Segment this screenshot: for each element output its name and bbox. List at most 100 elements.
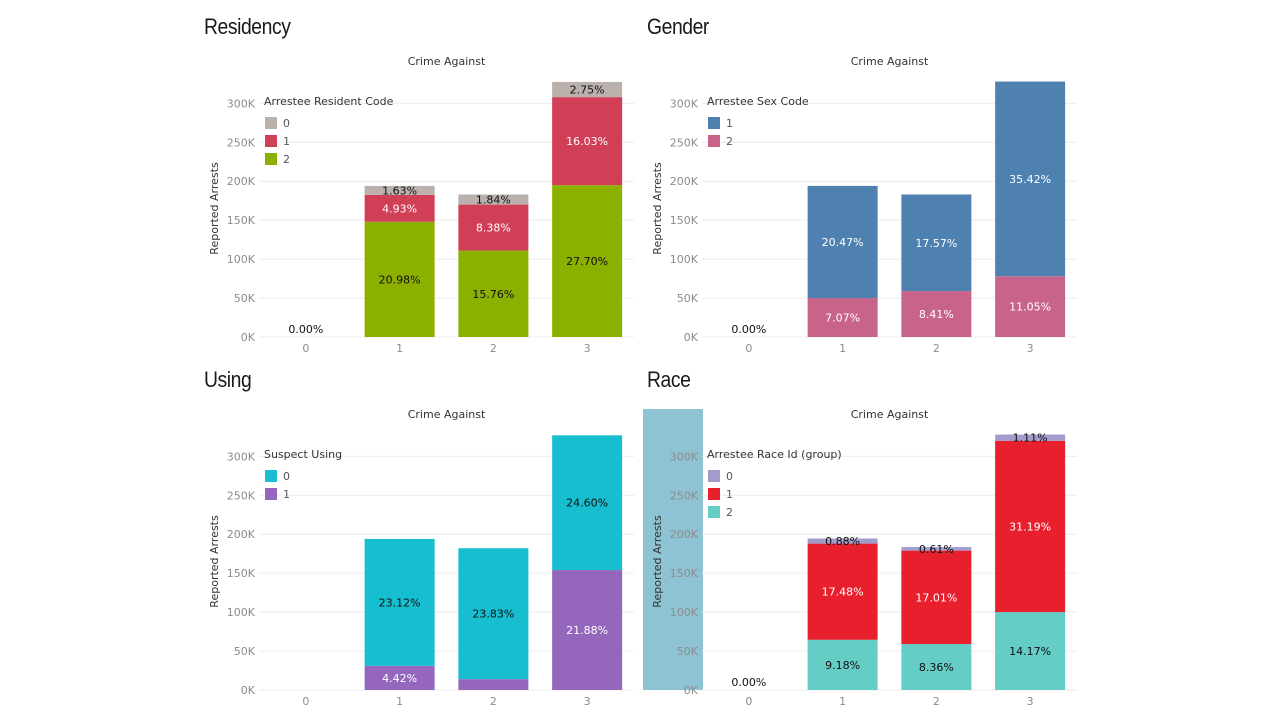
y-tick-label: 150K	[227, 214, 256, 227]
y-tick-label: 200K	[227, 528, 256, 541]
residency-panel: Residency Crime Against 0K 50K 100K 150K 200K…	[204, 14, 644, 366]
data-label-1-2: 17.01%	[915, 591, 957, 604]
legend-swatch-2[interactable]	[265, 153, 277, 165]
legend-label-1: 1	[726, 488, 733, 501]
y-tick-label: 0K	[684, 684, 699, 697]
bar-segment-2-3[interactable]	[552, 185, 623, 337]
bar-segment-0-2[interactable]	[901, 547, 972, 551]
y-tick-label: 300K	[227, 450, 256, 463]
bar-segment-0-3[interactable]	[552, 81, 623, 98]
bar-segment-0-1[interactable]	[364, 185, 435, 195]
legend-title: Arrestee Race Id (group)	[707, 448, 842, 461]
data-label-1-1: 4.93%	[382, 202, 417, 215]
data-label-2-3: 14.17%	[1009, 645, 1051, 658]
x-tick-label: 3	[1027, 342, 1034, 355]
y-tick-label: 300K	[227, 97, 256, 110]
y-tick-label: 250K	[227, 489, 256, 502]
legend-label-1: 1	[283, 488, 290, 501]
legend-label-0: 0	[726, 470, 733, 483]
data-label-2-3: 11.05%	[1009, 301, 1051, 314]
data-label-0-3: 24.60%	[566, 497, 608, 510]
bar-segment-1-3[interactable]	[995, 440, 1066, 613]
data-label-2-2: 8.36%	[919, 661, 954, 674]
gender-title: Gender	[647, 14, 709, 39]
x-tick-label: 2	[933, 695, 940, 708]
legend-label-1: 1	[283, 135, 290, 148]
bar-segment-1-2[interactable]	[458, 679, 529, 690]
bar-segment-1-3[interactable]	[995, 81, 1066, 277]
chart-subtitle: Crime Against	[408, 55, 486, 68]
bar-segment-1-1[interactable]	[807, 543, 878, 640]
legend-label-0: 0	[283, 470, 290, 483]
y-axis-label: Reported Arrests	[651, 162, 664, 255]
data-label-0-2: 23.83%	[472, 608, 514, 621]
y-axis-label: Reported Arrests	[208, 162, 221, 255]
bar-segment-1-1[interactable]	[807, 185, 878, 299]
residency-chart[interactable]: Crime Against0K50K100K150K200K250K300KRe…	[204, 14, 644, 366]
bar-segment-2-3[interactable]	[995, 612, 1066, 690]
bar-segment-1-1[interactable]	[364, 194, 435, 222]
x-tick-label: 2	[490, 342, 497, 355]
data-label-1-1: 4.42%	[382, 672, 417, 685]
bar-segment-2-2[interactable]	[901, 291, 972, 337]
using-title: Using	[204, 367, 252, 392]
x-tick-label: 0	[745, 342, 752, 355]
data-label-0-3: 2.75%	[570, 84, 605, 97]
chart-subtitle: Crime Against	[851, 55, 929, 68]
legend-title: Suspect Using	[264, 448, 342, 461]
race-title: Race	[647, 367, 691, 392]
bar-segment-2-1[interactable]	[807, 639, 878, 690]
legend-label-2: 2	[726, 135, 733, 148]
legend-swatch-1[interactable]	[265, 135, 277, 147]
bar-segment-1-2[interactable]	[901, 194, 972, 292]
legend-swatch-2[interactable]	[708, 135, 720, 147]
bar-segment-0-3[interactable]	[995, 434, 1066, 441]
bar-segment-2-2[interactable]	[901, 644, 972, 690]
y-tick-label: 200K	[227, 175, 256, 188]
legend: Suspect Using 0 1	[264, 448, 342, 501]
data-label-1-1: 17.48%	[822, 586, 864, 599]
x-tick-label: 3	[584, 695, 591, 708]
bar-segment-2-1[interactable]	[364, 221, 435, 337]
bar-segment-1-3[interactable]	[552, 97, 623, 186]
chart-subtitle: Crime Against	[851, 408, 929, 421]
bar-segment-2-1[interactable]	[807, 298, 878, 337]
bar-segment-1-2[interactable]	[458, 204, 529, 251]
data-label-1-3: 35.42%	[1009, 173, 1051, 186]
legend-swatch-1[interactable]	[708, 117, 720, 129]
y-tick-label: 250K	[670, 489, 699, 502]
legend-swatch-1[interactable]	[708, 488, 720, 500]
legend-title: Arrestee Sex Code	[707, 95, 809, 108]
data-label-2-3: 27.70%	[566, 255, 608, 268]
y-tick-label: 50K	[677, 292, 699, 305]
race-chart[interactable]: Crime Against 0K 50K 100K 150K 200K 250K 300K Re…	[643, 367, 1087, 719]
bar-segment-2-2[interactable]	[458, 250, 529, 337]
bar-segment-2-3[interactable]	[995, 276, 1066, 337]
bar-segment-0-1[interactable]	[364, 538, 435, 666]
gender-panel: Gender Crime Against 0K 50K 100K 150K 200K 250…	[647, 14, 1087, 366]
data-label-2-0: 0.00%	[731, 323, 766, 336]
legend-swatch-1[interactable]	[265, 488, 277, 500]
data-label-1-3: 31.19%	[1009, 520, 1051, 533]
y-tick-label: 50K	[677, 645, 699, 658]
data-label-2-1: 7.07%	[825, 312, 860, 325]
bar-segment-1-2[interactable]	[901, 550, 972, 645]
x-tick-label: 1	[839, 695, 846, 708]
y-tick-label: 100K	[227, 606, 256, 619]
legend-swatch-2[interactable]	[708, 506, 720, 518]
bar-segment-1-1[interactable]	[364, 665, 435, 690]
bar-segment-0-1[interactable]	[807, 538, 878, 544]
bar-segment-0-2[interactable]	[458, 194, 529, 205]
bar-segment-0-2[interactable]	[458, 548, 529, 680]
legend-swatch-0[interactable]	[708, 470, 720, 482]
legend-swatch-0[interactable]	[265, 117, 277, 129]
bar-segment-0-3[interactable]	[552, 435, 623, 571]
data-label-0-2: 0.61%	[919, 543, 954, 556]
x-tick-label: 0	[302, 342, 309, 355]
y-tick-label: 200K	[670, 528, 699, 541]
bar-segment-1-3[interactable]	[552, 570, 623, 690]
legend-swatch-0[interactable]	[265, 470, 277, 482]
using-chart[interactable]: Crime Against 0K 50K 100K 150K 200K 250K 300K Re…	[204, 367, 644, 719]
y-tick-label: 0K	[241, 331, 256, 344]
gender-chart[interactable]: Crime Against 0K 50K 100K 150K 200K 250K 300K Re…	[647, 14, 1087, 366]
